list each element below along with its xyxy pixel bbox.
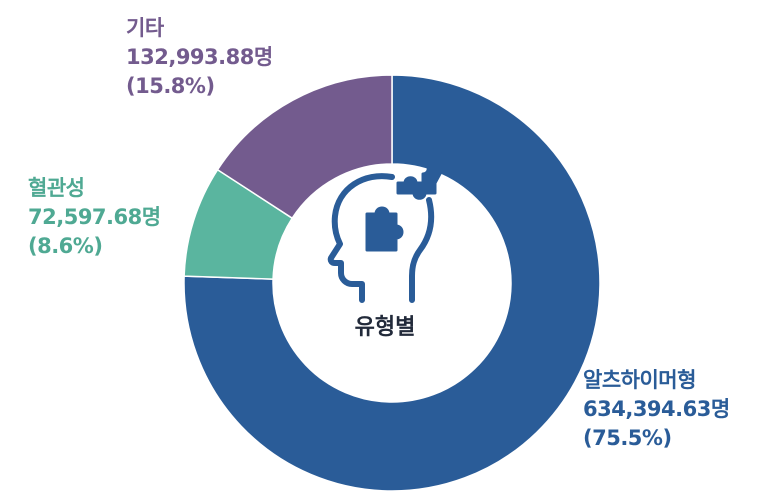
label-vascular: 혈관성 72,597.68명 (8.6%)	[28, 174, 161, 261]
slice-other	[216, 74, 393, 220]
center-label: 유형별	[354, 315, 416, 340]
label-alzheimer-name: 알츠하이머형	[583, 368, 696, 392]
label-other-name: 기타	[126, 16, 164, 40]
slices	[183, 74, 601, 492]
label-other: 기타 132,993.88명 (15.8%)	[126, 14, 273, 101]
label-vascular-name: 혈관성	[28, 176, 85, 200]
label-alzheimer-value: 634,394.63명	[583, 397, 730, 421]
label-other-value: 132,993.88명	[126, 45, 273, 69]
label-alzheimer: 알츠하이머형 634,394.63명 (75.5%)	[583, 366, 730, 453]
label-other-percent: (15.8%)	[126, 74, 215, 98]
label-vascular-percent: (8.6%)	[28, 234, 103, 258]
slice-alzheimer	[183, 74, 601, 492]
label-alzheimer-percent: (75.5%)	[583, 426, 672, 450]
label-vascular-value: 72,597.68명	[28, 205, 161, 229]
head-puzzle-icon	[327, 144, 447, 303]
